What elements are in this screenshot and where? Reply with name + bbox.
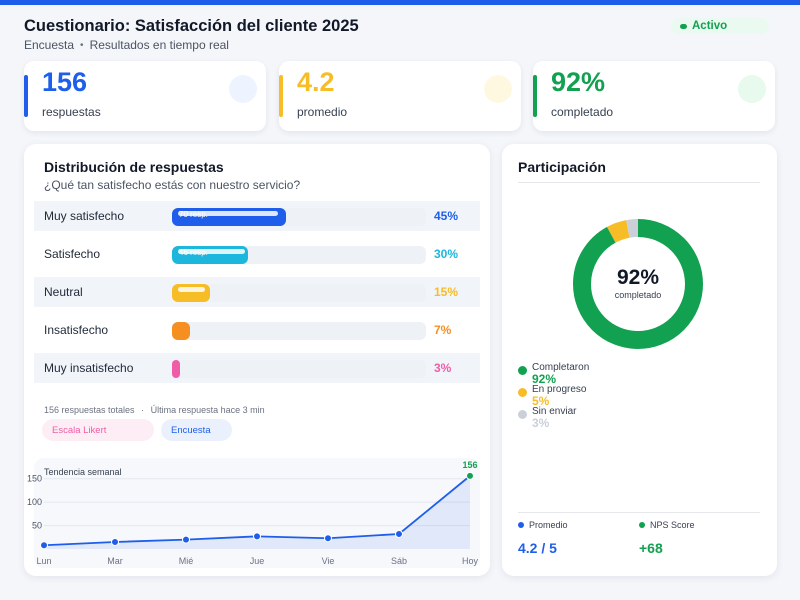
kpi-value: 4.2 <box>297 67 335 97</box>
row-fill-bar: 46 resp. <box>172 246 248 264</box>
row-label: Muy insatisfecho <box>44 361 134 375</box>
kpi-value: 92% <box>551 67 606 97</box>
kpi-value: 156 <box>42 67 88 97</box>
stat-average-label: Promedio <box>518 520 568 530</box>
top-accent-bar <box>0 0 800 5</box>
legend-value: 5% <box>532 394 550 408</box>
chip-likert[interactable]: Escala Likert <box>42 419 154 441</box>
distribution-row[interactable]: Muy satisfecho 70 resp. 45% <box>34 201 480 231</box>
subtitle-type: Encuesta <box>24 38 75 52</box>
participation-divider <box>518 182 760 183</box>
kpi-card-responses[interactable]: 156 respuestas <box>24 61 266 131</box>
row-label: Satisfecho <box>44 247 101 261</box>
donut-center-label: completado <box>614 290 662 300</box>
kpi-accent-bar <box>279 75 283 117</box>
status-badge-label: Activo <box>692 20 728 32</box>
legend-value: 3% <box>532 416 550 430</box>
trend-title: Tendencia semanal <box>44 467 122 477</box>
chip-survey[interactable]: Encuesta <box>161 419 232 441</box>
legend-value: 92% <box>532 372 557 386</box>
footer-total: 156 respuestas totales <box>44 405 135 415</box>
row-percent: 45% <box>434 209 459 223</box>
bar-count-label: 46 resp. <box>179 248 208 257</box>
row-label: Muy satisfecho <box>44 209 125 223</box>
row-track <box>172 322 426 340</box>
donut-center-value: 92% <box>616 266 660 289</box>
kpi-card-completed[interactable]: 92% completado <box>533 61 775 131</box>
row-percent: 15% <box>434 285 459 299</box>
footer-separator: · <box>141 405 145 415</box>
distribution-row[interactable]: Muy insatisfecho 3% <box>34 353 480 383</box>
legend-name: Sin enviar <box>532 406 577 417</box>
participation-title: Participación <box>518 159 606 175</box>
kpi-accent-bar <box>533 75 537 117</box>
distribution-row[interactable]: Neutral 15% <box>34 277 480 307</box>
subtitle-separator: • <box>80 39 84 51</box>
distribution-title: Distribución de respuestas <box>44 159 224 175</box>
legend-name: Completaron <box>532 362 590 373</box>
status-badge: Activo <box>671 18 769 34</box>
kpi-card-average[interactable]: 4.2 promedio <box>279 61 521 131</box>
footer-last-response: Última respuesta hace 3 min <box>150 405 265 415</box>
kpi-circle-icon <box>229 75 257 103</box>
row-fill-bar <box>172 322 190 340</box>
bar-highlight <box>178 211 278 216</box>
stat-label-text: NPS Score <box>650 520 695 530</box>
kpi-label: promedio <box>297 105 348 119</box>
page-title: Cuestionario: Satisfacción del cliente 2… <box>24 17 359 35</box>
stat-label-text: Promedio <box>529 520 568 530</box>
kpi-circle-icon <box>738 75 766 103</box>
distribution-question: ¿Qué tan satisfecho estás con nuestro se… <box>44 178 301 192</box>
kpi-accent-bar <box>24 75 28 117</box>
row-percent: 7% <box>434 323 452 337</box>
bar-highlight <box>178 287 205 292</box>
legend-name: En progreso <box>532 384 587 395</box>
legend-dot-icon <box>518 388 527 397</box>
row-percent: 30% <box>434 247 459 261</box>
stat-nps-label: NPS Score <box>639 520 695 530</box>
row-percent: 3% <box>434 361 452 375</box>
stat-dot-icon <box>518 522 524 528</box>
row-label: Insatisfecho <box>44 323 109 337</box>
stat-dot-icon <box>639 522 645 528</box>
row-track <box>172 360 426 378</box>
row-track: 70 resp. <box>172 208 426 226</box>
bar-highlight <box>178 249 245 254</box>
row-fill-bar <box>172 284 210 302</box>
status-dot-icon <box>680 23 687 29</box>
kpi-label: respuestas <box>42 105 101 119</box>
page-subtitle: Encuesta • Resultados en tiempo real <box>24 38 229 52</box>
stat-nps-value: +68 <box>639 540 663 556</box>
participation-card <box>502 144 777 576</box>
row-track <box>172 284 426 302</box>
kpi-label: completado <box>551 105 614 119</box>
kpi-circle-icon <box>484 75 512 103</box>
stats-divider <box>518 512 760 513</box>
subtitle-status: Resultados en tiempo real <box>89 38 229 52</box>
row-fill-bar: 70 resp. <box>172 208 286 226</box>
row-label: Neutral <box>44 285 83 299</box>
stat-average-value: 4.2 / 5 <box>518 540 557 556</box>
distribution-row[interactable]: Satisfecho 46 resp. 30% <box>34 239 480 269</box>
bar-count-label: 70 resp. <box>179 210 208 219</box>
legend-dot-icon <box>518 410 527 419</box>
distribution-row[interactable]: Insatisfecho 7% <box>34 315 480 345</box>
row-fill-bar <box>172 360 180 378</box>
legend-dot-icon <box>518 366 527 375</box>
row-track: 46 resp. <box>172 246 426 264</box>
distribution-footer: 156 respuestas totales · Última respuest… <box>44 405 265 415</box>
